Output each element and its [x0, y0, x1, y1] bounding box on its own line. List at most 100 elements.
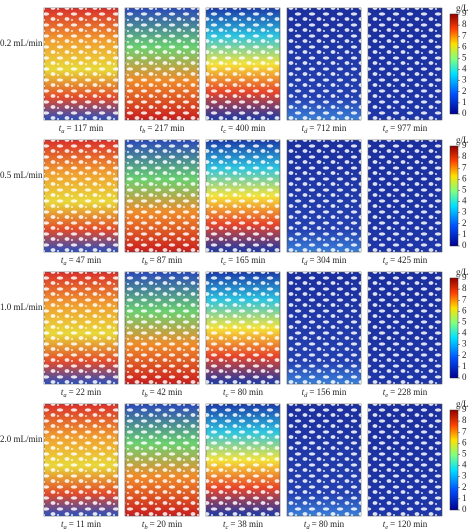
time-symbol: t	[140, 123, 143, 133]
pore-overlay	[206, 272, 280, 384]
pore-overlay	[368, 272, 442, 384]
time-subscript: a	[61, 128, 64, 135]
colorbar-unit: g/L	[456, 267, 469, 277]
time-value: = 20 min	[150, 519, 183, 529]
colorbar-tick-label: 1	[462, 493, 467, 503]
panel-caption: ta = 11 min	[61, 519, 102, 530]
time-symbol: t	[223, 387, 226, 397]
pore-overlay	[287, 8, 361, 120]
colorbar-tick-label: 1	[462, 361, 467, 371]
time-subscript: b	[144, 524, 148, 530]
colorbar-tick-label: 0	[462, 372, 467, 382]
time-subscript: b	[142, 128, 146, 135]
time-subscript: a	[63, 260, 66, 267]
colorbar-unit: g/L	[456, 135, 469, 145]
colorbar-tick-label: 0	[462, 108, 467, 118]
panel-caption: tc = 400 min	[221, 123, 266, 135]
colorbar-tick-label: 9	[462, 8, 467, 18]
colorbar-tick-label: 6	[462, 173, 467, 183]
pore-overlay	[368, 404, 442, 516]
colorbar-tick-label: 6	[462, 305, 467, 315]
colorbar-tick-label: 8	[462, 415, 467, 425]
time-value: = 117 min	[67, 123, 104, 133]
panel-caption: ta = 47 min	[61, 255, 102, 267]
pore-overlay	[368, 140, 442, 252]
pore-overlay	[206, 8, 280, 120]
colorbar-unit: g/L	[456, 399, 469, 409]
colorbar-tick-label: 7	[462, 30, 467, 40]
row-label: 1.0 mL/min	[0, 302, 43, 312]
panel-caption: ta = 22 min	[61, 387, 102, 399]
time-value: = 228 min	[390, 387, 428, 397]
time-symbol: t	[59, 123, 62, 133]
pore-overlay	[44, 404, 118, 516]
colorbar-tick-label: 9	[462, 140, 467, 150]
colorbar-tick-label: 5	[462, 53, 467, 63]
time-value: = 80 min	[312, 519, 345, 529]
colorbar-tick-label: 7	[462, 162, 467, 172]
colorbar-tick-label: 4	[462, 196, 467, 206]
time-value: = 87 min	[150, 255, 183, 265]
time-subscript: c	[226, 524, 229, 530]
panel-caption: tc = 165 min	[221, 255, 266, 267]
colorbar-tick-label: 9	[462, 272, 467, 282]
pore-overlay	[287, 404, 361, 516]
pore-overlay	[44, 8, 118, 120]
time-value: = 80 min	[230, 387, 263, 397]
panel-caption: tb = 20 min	[142, 519, 183, 530]
colorbar-tick-label: 6	[462, 41, 467, 51]
time-value: = 22 min	[69, 387, 102, 397]
colorbar-tick-label: 8	[462, 151, 467, 161]
pore-overlay	[125, 272, 199, 384]
panel-caption: tc = 80 min	[223, 387, 263, 399]
panel-caption: te = 228 min	[383, 387, 428, 399]
colorbar-tick-label: 2	[462, 218, 467, 228]
time-value: = 712 min	[309, 123, 347, 133]
time-subscript: d	[304, 128, 308, 135]
time-value: = 400 min	[228, 123, 266, 133]
panel-caption: ta = 117 min	[59, 123, 104, 135]
panel-caption: te = 425 min	[383, 255, 428, 267]
colorbar-tick-label: 4	[462, 328, 467, 338]
colorbar-tick-label: 7	[462, 294, 467, 304]
row-label: 0.5 mL/min	[0, 170, 43, 180]
colorbar-tick-label: 5	[462, 317, 467, 327]
time-value: = 304 min	[309, 255, 347, 265]
colorbar	[449, 409, 459, 511]
time-value: = 38 min	[230, 519, 263, 529]
pore-overlay	[125, 404, 199, 516]
time-symbol: t	[383, 255, 386, 265]
colorbar-tick-label: 8	[462, 19, 467, 29]
pore-overlay	[287, 140, 361, 252]
colorbar-tick-label: 2	[462, 86, 467, 96]
colorbar	[449, 277, 459, 379]
colorbar-tick-label: 9	[462, 404, 467, 414]
time-subscript: e	[385, 260, 388, 267]
time-symbol: t	[302, 387, 305, 397]
time-symbol: t	[302, 255, 305, 265]
colorbar-tick-label: 0	[462, 504, 467, 514]
colorbar-tick-label: 8	[462, 283, 467, 293]
pore-overlay	[44, 140, 118, 252]
pore-overlay	[287, 272, 361, 384]
panel-caption: td = 80 min	[304, 519, 345, 530]
time-value: = 977 min	[390, 123, 428, 133]
panel-caption: td = 712 min	[302, 123, 347, 135]
colorbar	[449, 13, 459, 115]
time-subscript: b	[144, 392, 148, 399]
colorbar-tick-label: 6	[462, 437, 467, 447]
colorbar-tick-label: 5	[462, 185, 467, 195]
colorbar-tick-label: 3	[462, 207, 467, 217]
time-symbol: t	[142, 387, 145, 397]
time-value: = 120 min	[390, 519, 428, 529]
colorbar-tick-label: 1	[462, 229, 467, 239]
time-symbol: t	[142, 519, 145, 529]
time-symbol: t	[304, 519, 307, 529]
pore-overlay	[44, 272, 118, 384]
pore-overlay	[125, 140, 199, 252]
colorbar-tick-label: 2	[462, 482, 467, 492]
time-subscript: c	[223, 128, 226, 135]
pore-overlay	[368, 8, 442, 120]
time-symbol: t	[61, 387, 64, 397]
colorbar-tick-label: 0	[462, 240, 467, 250]
